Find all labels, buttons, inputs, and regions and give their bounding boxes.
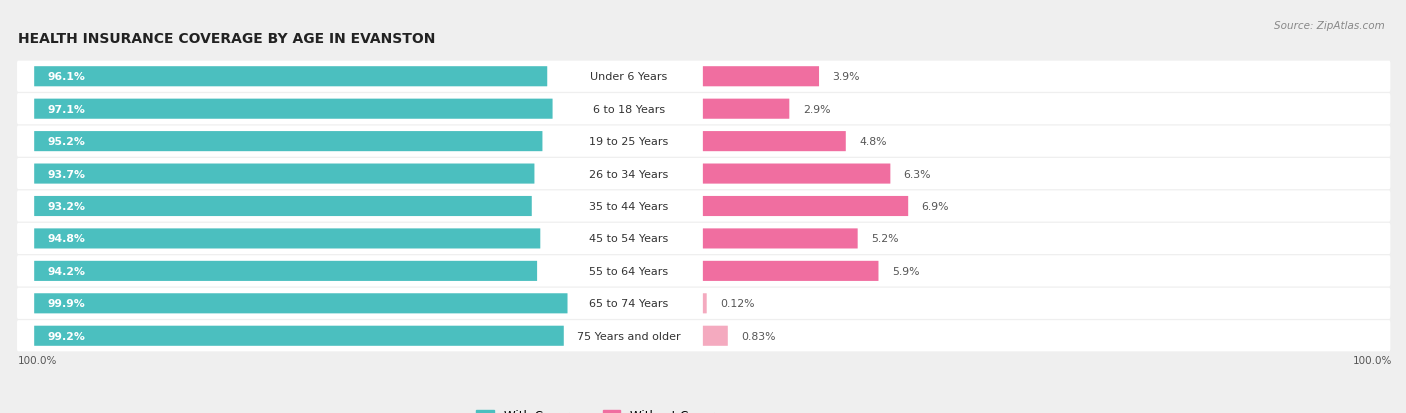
FancyBboxPatch shape [703,197,908,216]
FancyBboxPatch shape [34,132,543,152]
Text: 3.9%: 3.9% [832,72,860,82]
FancyBboxPatch shape [17,288,1391,319]
Text: 94.8%: 94.8% [48,234,86,244]
Text: 6.9%: 6.9% [921,202,949,211]
Text: HEALTH INSURANCE COVERAGE BY AGE IN EVANSTON: HEALTH INSURANCE COVERAGE BY AGE IN EVAN… [18,32,436,46]
Text: 55 to 64 Years: 55 to 64 Years [589,266,668,276]
Text: 6 to 18 Years: 6 to 18 Years [593,104,665,114]
Text: 94.2%: 94.2% [48,266,86,276]
Text: 0.83%: 0.83% [741,331,776,341]
Text: 19 to 25 Years: 19 to 25 Years [589,137,668,147]
Text: Source: ZipAtlas.com: Source: ZipAtlas.com [1274,21,1385,31]
Text: 95.2%: 95.2% [48,137,86,147]
Text: 2.9%: 2.9% [803,104,830,114]
Text: 0.12%: 0.12% [720,299,755,309]
Text: 96.1%: 96.1% [48,72,86,82]
Text: 4.8%: 4.8% [859,137,887,147]
FancyBboxPatch shape [34,67,547,87]
Text: 99.9%: 99.9% [48,299,86,309]
FancyBboxPatch shape [17,256,1391,287]
FancyBboxPatch shape [703,229,858,249]
Text: 5.2%: 5.2% [872,234,898,244]
FancyBboxPatch shape [703,261,879,281]
FancyBboxPatch shape [703,164,890,184]
Text: 93.2%: 93.2% [48,202,86,211]
FancyBboxPatch shape [34,294,568,313]
FancyBboxPatch shape [34,164,534,184]
FancyBboxPatch shape [34,326,564,346]
Text: 45 to 54 Years: 45 to 54 Years [589,234,668,244]
Text: 6.3%: 6.3% [904,169,931,179]
FancyBboxPatch shape [703,67,820,87]
Text: 26 to 34 Years: 26 to 34 Years [589,169,668,179]
Text: 100.0%: 100.0% [1353,355,1392,365]
Text: 100.0%: 100.0% [18,355,58,365]
Text: 93.7%: 93.7% [48,169,86,179]
FancyBboxPatch shape [17,191,1391,222]
FancyBboxPatch shape [17,223,1391,254]
FancyBboxPatch shape [703,132,846,152]
Text: 97.1%: 97.1% [48,104,86,114]
FancyBboxPatch shape [703,326,728,346]
Text: 65 to 74 Years: 65 to 74 Years [589,299,668,309]
FancyBboxPatch shape [17,159,1391,190]
Text: 35 to 44 Years: 35 to 44 Years [589,202,668,211]
FancyBboxPatch shape [34,197,531,216]
Text: 5.9%: 5.9% [891,266,920,276]
Text: 75 Years and older: 75 Years and older [576,331,681,341]
FancyBboxPatch shape [17,94,1391,125]
Text: 99.2%: 99.2% [48,331,86,341]
FancyBboxPatch shape [34,100,553,119]
FancyBboxPatch shape [17,62,1391,93]
Legend: With Coverage, Without Coverage: With Coverage, Without Coverage [471,404,741,413]
FancyBboxPatch shape [17,126,1391,157]
FancyBboxPatch shape [703,100,789,119]
Text: Under 6 Years: Under 6 Years [591,72,668,82]
FancyBboxPatch shape [34,229,540,249]
FancyBboxPatch shape [34,261,537,281]
FancyBboxPatch shape [703,294,707,313]
FancyBboxPatch shape [17,320,1391,351]
